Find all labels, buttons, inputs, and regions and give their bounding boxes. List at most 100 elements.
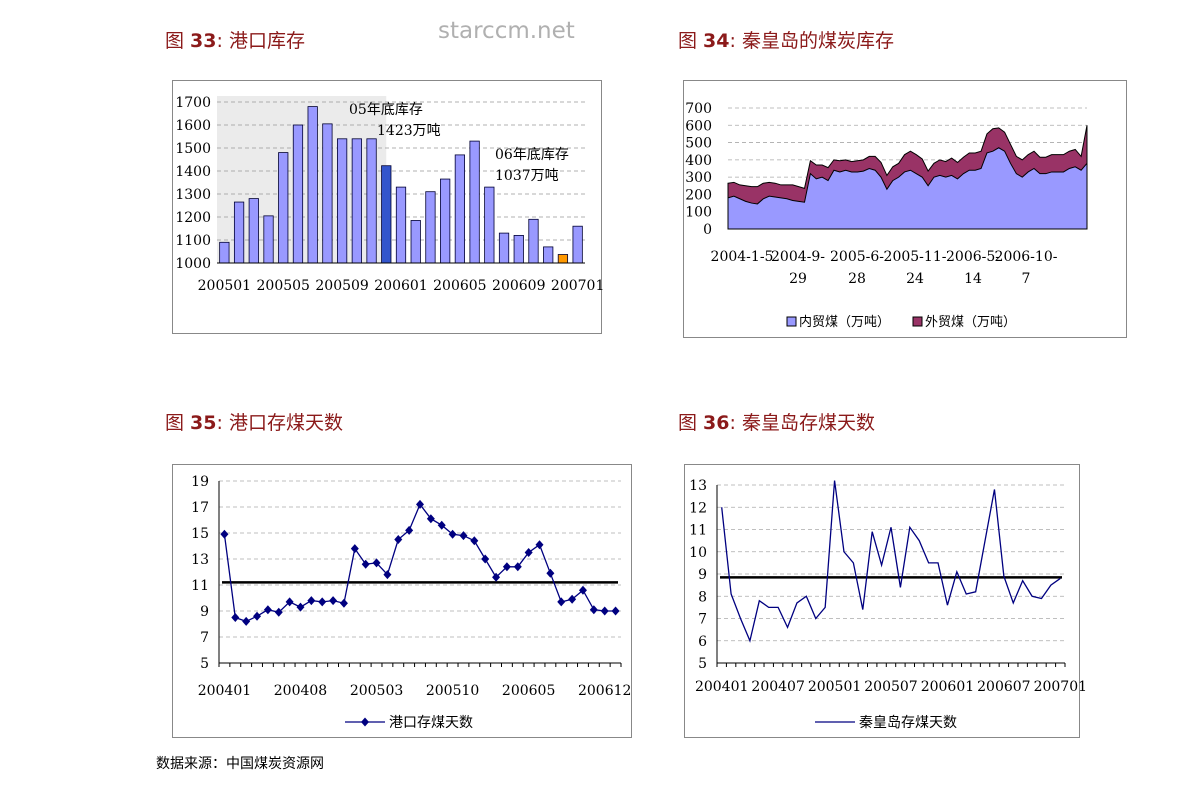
chart-33-bar bbox=[233, 201, 245, 264]
chart-35-y-tick-label: 9 bbox=[200, 604, 209, 620]
figure-33-caption: : 港口库存 bbox=[216, 30, 305, 52]
chart-34-x-tick-label: 2005-6- bbox=[830, 249, 884, 265]
chart-35-y-tick-label: 13 bbox=[191, 552, 209, 568]
chart-34-y-tick-label: 600 bbox=[685, 118, 712, 134]
chart-33-bar bbox=[410, 220, 421, 264]
chart-33-y-tick-label: 1700 bbox=[175, 95, 211, 111]
chart-33-y-tick-label: 1200 bbox=[175, 210, 211, 226]
chart-33-bar bbox=[263, 215, 274, 264]
chart-36-x-tick-label: 200401 bbox=[695, 679, 748, 695]
chart-33-bar bbox=[484, 186, 495, 264]
chart-33-y-tick-label: 1000 bbox=[175, 256, 211, 272]
chart-33-bar bbox=[513, 234, 524, 264]
chart-35-data-point bbox=[513, 562, 522, 572]
chart-35-x-tick-label: 200612 bbox=[578, 683, 631, 699]
figure-34-title: 图 34: 秦皇岛的煤炭库存 bbox=[678, 26, 894, 53]
chart-35-data-point bbox=[296, 602, 305, 612]
chart-33-annotation-2005-label: 05年底库存 bbox=[349, 102, 423, 118]
figure-34-number: 34 bbox=[703, 30, 730, 52]
figure-33-number: 33 bbox=[190, 30, 217, 52]
chart-33-bar bbox=[307, 106, 318, 264]
chart-34-y-tick-label: 400 bbox=[685, 153, 712, 169]
chart-35-data-point bbox=[350, 544, 359, 554]
figure-35-title: 图 35: 港口存煤天数 bbox=[165, 408, 343, 435]
chart-35-data-point bbox=[437, 520, 446, 530]
chart-35-x-tick-label: 200401 bbox=[198, 683, 251, 699]
chart-35-data-point bbox=[372, 558, 381, 568]
chart-36-legend-label: 秦皇岛存煤天数 bbox=[859, 715, 957, 731]
chart-33-x-tick-label: 200501 bbox=[198, 278, 251, 294]
chart-35-legend-label: 港口存煤天数 bbox=[389, 715, 473, 731]
chart-36-x-tick-label: 200407 bbox=[751, 679, 804, 695]
chart-36-series-line bbox=[721, 480, 1061, 643]
chart-34-x-tick-label-line2: 29 bbox=[789, 271, 807, 287]
chart-35-data-point bbox=[339, 598, 348, 608]
chart-35-data-point bbox=[611, 606, 620, 616]
chart-35-data-point bbox=[568, 594, 577, 604]
chart-36-y-tick-label: 8 bbox=[698, 589, 707, 605]
figure-35-number: 35 bbox=[190, 412, 217, 434]
figure-36-prefix: 图 bbox=[678, 412, 704, 434]
chart-33-bar bbox=[337, 138, 348, 264]
chart-35-data-point bbox=[459, 531, 468, 541]
chart-36-x-tick-label: 200701 bbox=[1034, 679, 1087, 695]
chart-35-y-tick-label: 19 bbox=[191, 474, 209, 490]
chart-36-y-tick-label: 13 bbox=[689, 478, 707, 494]
figure-33-title: 图 33: 港口库存 bbox=[165, 26, 305, 53]
chart-36-y-tick-label: 7 bbox=[698, 612, 707, 628]
chart-35-data-point bbox=[481, 554, 490, 564]
chart-33-x-tick-label: 200509 bbox=[315, 278, 368, 294]
figure-36-title: 图 36: 秦皇岛存煤天数 bbox=[678, 408, 875, 435]
chart-36-x-tick-label: 200501 bbox=[808, 679, 861, 695]
chart-35-data-point bbox=[524, 548, 533, 557]
chart-34-legend-swatch-outer bbox=[912, 316, 923, 327]
chart-34-y-tick-label: 200 bbox=[685, 187, 712, 203]
chart-33-bar bbox=[219, 241, 230, 264]
chart-33-bar bbox=[543, 246, 554, 264]
chart-35-data-point bbox=[307, 596, 316, 606]
chart-35-y-tick-label: 11 bbox=[191, 578, 209, 594]
chart-33-bar bbox=[557, 254, 569, 264]
chart-35-x-tick-label: 200503 bbox=[350, 683, 403, 699]
chart-34-x-tick-label: 2006-5- bbox=[946, 249, 1000, 265]
chart-36-y-tick-label: 11 bbox=[689, 523, 707, 539]
chart-33-x-tick-label: 200601 bbox=[374, 278, 427, 294]
chart-34-y-tick-label: 700 bbox=[685, 101, 712, 117]
chart-35-x-tick-label: 200605 bbox=[502, 683, 555, 699]
chart-33-y-tick-label: 1400 bbox=[175, 164, 211, 180]
chart-33-x-tick-label: 200609 bbox=[492, 278, 545, 294]
chart-35-data-point bbox=[470, 536, 479, 546]
chart-33-x-tick-label: 200505 bbox=[257, 278, 310, 294]
chart-35-data-point bbox=[546, 568, 555, 578]
chart-34-frame: 0 100 200 300 400 500 600 700 2004-1-5 2004-9- 29 2… bbox=[683, 80, 1127, 338]
chart-35-series-line bbox=[223, 503, 616, 623]
chart-34-x-tick-label: 2004-1-5 bbox=[711, 249, 774, 265]
chart-33-annotation-2006-value: 1037万吨 bbox=[495, 168, 559, 184]
figure-33-prefix: 图 bbox=[165, 30, 191, 52]
chart-33-y-tick-label: 1500 bbox=[175, 141, 211, 157]
chart-33-bar bbox=[278, 152, 289, 264]
chart-34-legend-label-outer: 外贸煤（万吨） bbox=[925, 315, 1016, 330]
chart-35-data-point bbox=[426, 514, 435, 524]
chart-33-y-tick-label: 1100 bbox=[175, 233, 211, 249]
chart-35-svg: 5 7 9 11 13 15 17 19 200401 200408 200503 200510 200… bbox=[191, 474, 631, 731]
watermark: starccm.net bbox=[438, 18, 575, 44]
chart-35-data-point bbox=[263, 605, 272, 615]
chart-33-y-tick-label: 1300 bbox=[175, 187, 211, 203]
chart-36-y-tick-label: 12 bbox=[689, 500, 707, 516]
chart-34-x-tick-label: 2006-10- bbox=[995, 249, 1058, 265]
chart-33-annotation-2006-label: 06年底库存 bbox=[495, 147, 569, 163]
chart-35-data-point bbox=[502, 562, 511, 572]
chart-34-x-tick-label-line2: 7 bbox=[1022, 271, 1031, 287]
chart-36-y-tick-label: 6 bbox=[698, 634, 707, 650]
chart-33-bar bbox=[498, 232, 510, 264]
chart-33-bar bbox=[351, 138, 362, 264]
chart-36-frame: 5 6 7 8 9 10 11 12 13 200401 200407 200501 200507 200… bbox=[684, 464, 1087, 738]
chart-35-data-point bbox=[361, 559, 370, 569]
chart-34-y-tick-label: 100 bbox=[685, 205, 712, 221]
chart-34-y-tick-label: 0 bbox=[703, 222, 712, 238]
chart-33-frame: 1000 1100 1200 1300 1400 1500 1600 1700 200501 20… bbox=[172, 80, 604, 334]
chart-35-y-tick-label: 15 bbox=[191, 526, 209, 542]
chart-34-legend-swatch-inner bbox=[786, 316, 797, 327]
